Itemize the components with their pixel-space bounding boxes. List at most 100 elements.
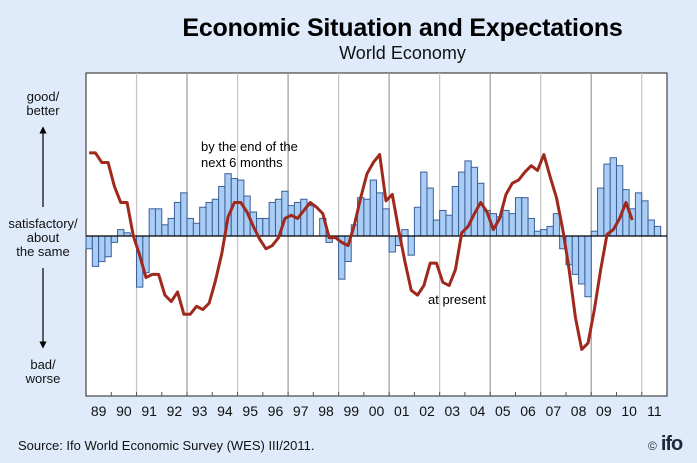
bar [584,235,592,298]
x-ticks [110,392,643,396]
y-label-mid-line1: satisfactory/ [8,216,78,231]
bar [590,230,599,237]
bar [161,224,169,237]
annotation-present: at present [428,292,486,307]
x-tick-label: 93 [192,403,208,419]
x-tick-label: 89 [91,403,107,419]
bar [653,225,662,237]
x-tick-label: 01 [394,403,410,419]
x-tick-label: 91 [141,403,157,419]
bar [401,229,409,237]
bar [192,222,201,237]
line-series-at-present [89,151,634,351]
bar [571,235,580,275]
x-tick-label: 09 [596,403,612,419]
bar [300,198,308,237]
annotation-expectations-line2: next 6 months [201,155,283,170]
x-tick-label: 97 [293,403,309,419]
bar [117,229,125,237]
bar [445,214,453,237]
y-label-good: good/ better [8,90,78,118]
bar [413,206,422,237]
x-tick-label: 90 [116,403,132,419]
bar [407,235,415,256]
bar [420,171,428,237]
y-label-bad-line1: bad/ [30,357,56,372]
bar [432,219,441,237]
x-tick-label: 00 [369,403,385,419]
y-label-good-line2: better [26,103,60,118]
bar [597,187,605,237]
bar [546,225,554,237]
bar [647,219,655,237]
bar [218,185,226,237]
chart-subtitle: World Economy [339,43,466,63]
bar [262,217,270,237]
bar [369,179,377,237]
bar [502,209,510,237]
y-label-satisfactory: satisfactory/ about the same [0,217,86,259]
bar [154,208,163,237]
bar [514,197,523,237]
bar [634,192,643,237]
ifo-logo: © ifo [648,433,683,456]
bar [641,200,649,237]
x-tick-label: 10 [621,403,637,419]
bar [521,197,529,237]
bar [470,166,479,237]
bar [180,192,188,237]
bar [578,235,586,285]
bar [527,217,535,237]
bar [110,235,119,243]
x-tick-label: 04 [470,403,486,419]
bar [552,213,561,237]
bar [439,209,447,237]
bar [268,201,276,237]
x-tick-label: 99 [343,403,359,419]
x-tick-label: 98 [318,403,334,419]
x-tick-label: 94 [217,403,233,419]
bar [173,201,182,237]
bar [211,198,220,237]
bar [167,217,175,237]
x-tick-labels: 89 90 91 92 93 94 95 96 97 98 99 00 01 02 03 04 05 06 07 08… [91,403,662,419]
y-label-good-line1: good/ [26,89,60,104]
x-tick-label: 02 [419,403,435,419]
bar [199,206,207,237]
y-label-bad: bad/ worse [8,358,78,386]
copyright-icon: © [648,439,657,453]
bar [615,165,624,237]
bar [85,235,93,250]
y-label-bad-line2: worse [25,371,61,386]
bar [104,235,112,258]
chart-title: Economic Situation and Expectations [182,14,623,42]
x-tick-label: 11 [647,403,662,419]
bar [91,235,100,267]
x-tick-label: 92 [167,403,183,419]
bar [186,217,194,237]
x-tick-label: 08 [571,403,587,419]
annotation-expectations-line1: by the end of the [201,139,298,154]
bar [306,205,314,237]
x-tick-label: 05 [495,403,511,419]
bar [287,205,295,237]
bar [540,229,548,237]
bar [376,192,384,237]
bar [363,198,371,237]
bar [148,208,156,237]
y-label-mid-line2: about [26,230,60,245]
x-tick-label: 07 [546,403,562,419]
bar [533,230,542,237]
bar [98,235,106,263]
source-note: Source: Ifo World Economic Survey (WES) … [18,438,315,453]
bar [458,171,466,237]
x-tick-label: 03 [444,403,460,419]
ifo-logo-text: ifo [660,433,683,455]
y-label-mid-line3: the same [16,244,70,259]
bar [382,208,390,237]
x-tick-label: 06 [520,403,536,419]
bar [477,182,485,237]
bar [451,185,460,237]
x-tick-label: 96 [268,403,284,419]
